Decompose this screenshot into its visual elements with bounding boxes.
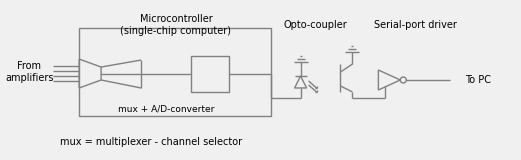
- Text: mux = multiplexer - channel selector: mux = multiplexer - channel selector: [60, 137, 242, 147]
- Text: mux + A/D-converter: mux + A/D-converter: [118, 104, 214, 113]
- Text: Opto-coupler: Opto-coupler: [283, 20, 348, 30]
- Text: To PC: To PC: [465, 75, 491, 85]
- Text: Serial-port driver: Serial-port driver: [374, 20, 457, 30]
- Bar: [191, 56, 229, 92]
- Bar: [79, 28, 271, 116]
- Text: Microcontroller
(single-chip computer): Microcontroller (single-chip computer): [120, 14, 231, 36]
- Text: From
amplifiers: From amplifiers: [5, 61, 54, 83]
